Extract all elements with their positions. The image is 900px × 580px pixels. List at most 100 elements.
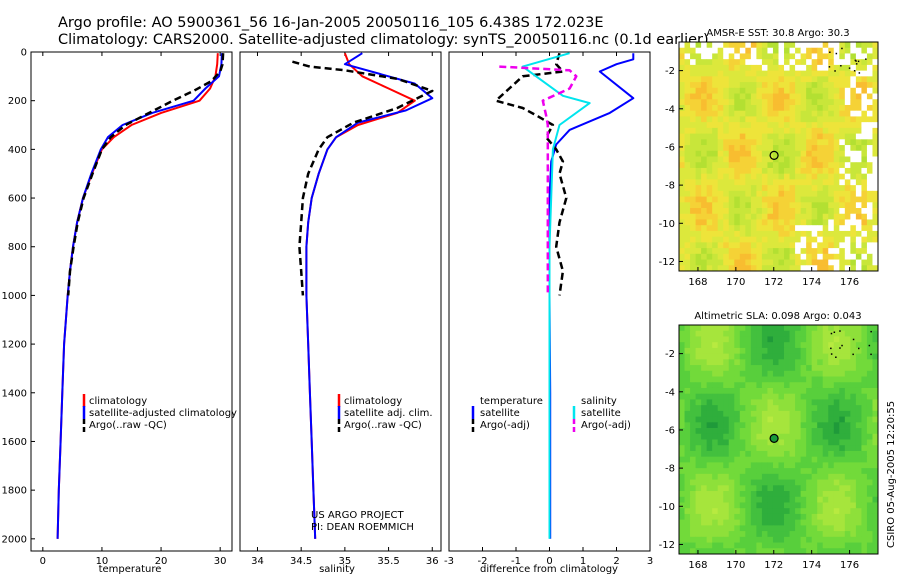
sst-heatmap-cell	[811, 145, 818, 152]
sla-heatmap-cell	[861, 382, 868, 389]
sst-heatmap-cell	[728, 47, 735, 54]
sla-heatmap-cell	[789, 513, 796, 521]
sla-heatmap-cell	[767, 405, 774, 412]
sla-heatmap-cell	[734, 462, 741, 469]
sla-heatmap-cell	[795, 479, 802, 486]
sst-heatmap-cell	[822, 208, 829, 215]
sla-heatmap-cell	[828, 376, 835, 383]
sla-heatmap-cell	[712, 365, 719, 372]
sst-heatmap-cell	[684, 179, 691, 186]
sst-heatmap-cell	[789, 110, 796, 117]
sst-heatmap-cell	[778, 265, 785, 272]
sla-heatmap-cell	[728, 531, 735, 538]
sst-heatmap-cell	[784, 139, 790, 146]
sla-heatmap-cell	[717, 473, 724, 480]
sst-heatmap-cell	[817, 173, 824, 180]
sla-heatmap-cell	[712, 399, 719, 406]
sla-heatmap-cell	[795, 548, 802, 555]
sla-heatmap-cell	[850, 468, 857, 475]
sla-heatmap-cell	[695, 542, 702, 549]
sla-heatmap-cell	[756, 450, 763, 458]
sla-heatmap-cell	[695, 519, 702, 526]
sst-heatmap-cell	[761, 242, 768, 249]
sla-heatmap-cell	[717, 445, 724, 452]
sla-heatmap-cell	[784, 468, 790, 475]
sst-heatmap-cell	[855, 179, 862, 186]
sst-heatmap-cell	[872, 225, 879, 232]
sst-heatmap-cell	[861, 213, 868, 220]
sla-heatmap-cell	[701, 325, 708, 332]
sst-heatmap-cell	[706, 236, 713, 243]
sst-heatmap-cell	[861, 156, 868, 163]
sst-heatmap-cell	[828, 259, 835, 266]
sla-heatmap-cell	[684, 473, 691, 480]
sla-heatmap-cell	[822, 542, 829, 549]
sst-heatmap-cell	[706, 42, 713, 49]
sla-heatmap-cell	[695, 393, 702, 400]
sla-heatmap-cell	[811, 542, 818, 549]
sst-heatmap-cell	[695, 59, 702, 66]
sst-heatmap-cell	[833, 70, 840, 77]
sla-heatmap-cell	[739, 485, 746, 492]
sst-heatmap-cell	[761, 127, 768, 135]
sla-heatmap-cell	[756, 353, 763, 360]
sst-heatmap-cell	[745, 236, 752, 243]
sla-heatmap-cell	[822, 433, 829, 440]
sla-heatmap-cell	[850, 445, 857, 452]
sla-heatmap-cell	[784, 491, 790, 498]
sla-heatmap-cell	[850, 519, 857, 526]
sla-heatmap-cell	[690, 548, 696, 555]
sla-heatmap-cell	[739, 445, 746, 452]
sst-heatmap-cell	[850, 64, 857, 72]
sst-heatmap-cell	[690, 104, 696, 112]
sla-heatmap-cell	[833, 439, 840, 446]
sla-heatmap-cell	[690, 433, 696, 440]
sla-heatmap-cell	[745, 496, 752, 503]
sst-heatmap-cell	[695, 219, 702, 226]
sla-heatmap-cell	[806, 387, 813, 395]
sst-heatmap-cell	[806, 225, 813, 232]
sla-heatmap-cell	[850, 548, 857, 555]
sst-heatmap-cell	[795, 259, 802, 266]
sla-heatmap-cell	[761, 548, 768, 555]
sla-heatmap-cell	[734, 548, 741, 555]
sla-heatmap-cell	[795, 405, 802, 412]
sst-heatmap-cell	[861, 76, 868, 83]
sla-heatmap-cell	[756, 399, 763, 406]
sla-heatmap-cell	[844, 502, 851, 509]
sla-heatmap-cell	[739, 410, 746, 418]
sla-heatmap-cell	[701, 428, 708, 435]
sla-heatmap-cell	[855, 491, 862, 498]
sst-heatmap-cell	[772, 70, 779, 77]
sla-heatmap-cell	[839, 450, 846, 458]
sla-coast-dot	[852, 353, 854, 356]
sla-heatmap-cell	[872, 405, 879, 412]
sst-heatmap-cell	[745, 248, 752, 255]
sst-heatmap-cell	[723, 265, 730, 272]
sst-heatmap-cell	[800, 242, 807, 249]
sla-heatmap-cell	[866, 508, 873, 515]
sst-heatmap-cell	[750, 42, 757, 49]
sst-map-coastline	[828, 47, 867, 74]
sst-heatmap-cell	[728, 122, 735, 129]
sst-heatmap-cell	[750, 59, 757, 66]
sla-heatmap-cell	[706, 456, 713, 463]
sla-heatmap-cell	[767, 531, 774, 538]
sst-heatmap-cell	[734, 82, 741, 89]
sla-heatmap-cell	[817, 422, 824, 429]
sst-heatmap-cell	[800, 82, 807, 89]
sla-heatmap-cell	[679, 347, 685, 355]
sla-heatmap-cell	[750, 548, 757, 555]
sst-heatmap-cell	[872, 219, 879, 226]
sla-heatmap-cell	[866, 513, 873, 521]
sla-heatmap-cell	[833, 433, 840, 440]
sla-heatmap-cell	[690, 359, 696, 366]
sst-heatmap-cell	[844, 42, 851, 49]
sla-heatmap-cell	[795, 508, 802, 515]
sst-heatmap-cell	[855, 265, 862, 272]
sst-heatmap-cell	[756, 133, 763, 140]
sla-heatmap-cell	[844, 491, 851, 498]
sla-heatmap-cell	[728, 353, 735, 360]
sla-heatmap-cell	[712, 325, 719, 332]
sst-heatmap-cell	[684, 196, 691, 203]
